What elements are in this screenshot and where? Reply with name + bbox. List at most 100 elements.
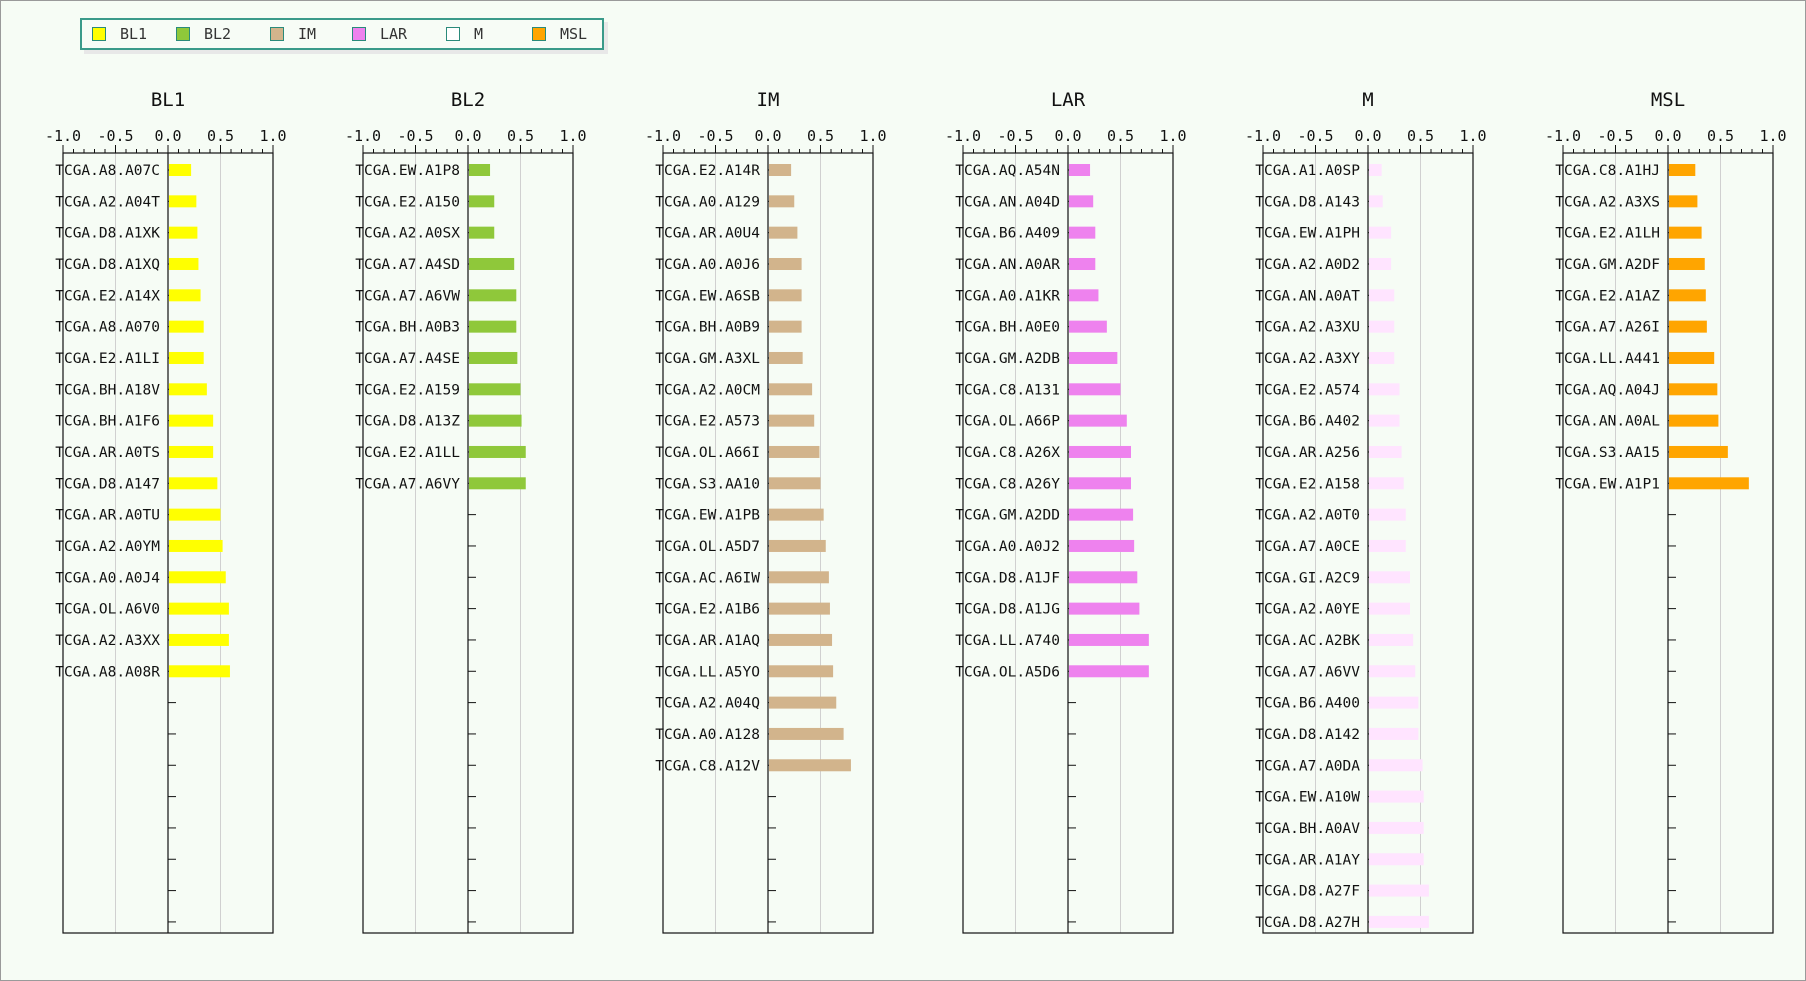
- category-label: TCGA.D8.A142: [1255, 727, 1360, 743]
- bar-tcga-e2-a1b6: [769, 602, 830, 615]
- x-tick-label: -0.5: [97, 127, 133, 145]
- x-tick-label: 0.5: [1107, 127, 1134, 145]
- category-label: TCGA.OL.A66I: [655, 445, 760, 461]
- category-label: TCGA.AN.A0AR: [955, 257, 1060, 273]
- category-label: TCGA.A8.A08R: [55, 664, 160, 680]
- category-label: TCGA.EW.A6SB: [655, 288, 760, 304]
- x-tick-label: 0.0: [1354, 127, 1381, 145]
- category-label: TCGA.LL.A5YO: [655, 664, 760, 680]
- x-tick-label: -1.0: [945, 127, 981, 145]
- category-label: TCGA.D8.A1JF: [955, 570, 1060, 586]
- category-label: TCGA.C8.A26Y: [955, 476, 1060, 492]
- bar-tcga-bh-a0b9: [769, 320, 802, 333]
- category-label: TCGA.A7.A4SD: [355, 257, 460, 273]
- bar-tcga-a1-a0sp: [1369, 164, 1382, 176]
- category-label: TCGA.A1.A0SP: [1255, 163, 1360, 179]
- bar-tcga-a8-a08r: [169, 665, 230, 678]
- x-tick-label: -1.0: [1545, 127, 1581, 145]
- category-label: TCGA.A7.A6VV: [1255, 664, 1360, 680]
- bar-tcga-ar-a0ts: [169, 445, 214, 458]
- bar-tcga-a7-a4se: [469, 351, 518, 364]
- x-tick-label: 0.5: [1707, 127, 1734, 145]
- category-label: TCGA.OL.A6V0: [55, 602, 160, 618]
- bar-tcga-a0-a0j2: [1069, 539, 1135, 552]
- legend-item-bl2: BL2: [176, 20, 231, 48]
- x-tick-label: 0.5: [507, 127, 534, 145]
- category-label: TCGA.E2.A1LH: [1555, 226, 1660, 242]
- category-label: TCGA.A2.A04T: [55, 194, 160, 210]
- bar-tcga-a7-a0ce: [1369, 539, 1406, 552]
- bar-tcga-e2-a1lh: [1669, 226, 1702, 239]
- bar-tcga-e2-a14r: [769, 164, 792, 176]
- bar-tcga-e2-a574: [1369, 383, 1400, 396]
- bar-tcga-a2-a0cm: [769, 383, 813, 396]
- legend-swatch: [92, 27, 106, 41]
- bar-tcga-a2-a04q: [769, 696, 837, 709]
- category-label: TCGA.A2.A3XY: [1255, 351, 1360, 367]
- category-label: TCGA.E2.A1B6: [655, 602, 760, 618]
- category-label: TCGA.GI.A2C9: [1255, 570, 1360, 586]
- bar-tcga-bh-a1f6: [169, 414, 214, 427]
- category-label: TCGA.AN.A0AT: [1255, 288, 1360, 304]
- bar-tcga-a2-a3xs: [1669, 195, 1698, 208]
- category-label: TCGA.AN.A0AL: [1555, 414, 1660, 430]
- bar-tcga-ew-a1p8: [469, 164, 491, 176]
- bar-tcga-d8-a1xk: [169, 226, 198, 239]
- bar-tcga-an-a0at: [1369, 289, 1395, 302]
- bar-tcga-d8-a142: [1369, 727, 1419, 740]
- bar-tcga-s3-aa15: [1669, 445, 1728, 458]
- bar-tcga-gm-a2db: [1069, 351, 1118, 364]
- category-label: TCGA.A7.A0DA: [1255, 758, 1360, 774]
- bar-tcga-e2-a1li: [169, 351, 204, 364]
- category-label: TCGA.A2.A0YE: [1255, 602, 1360, 618]
- bar-tcga-c8-a1hj: [1669, 164, 1696, 176]
- bar-tcga-ac-a2bk: [1369, 633, 1414, 646]
- category-label: TCGA.D8.A27F: [1255, 884, 1360, 900]
- x-tick-label: 1.0: [859, 127, 886, 145]
- panel-title: IM: [757, 89, 780, 111]
- category-label: TCGA.A2.A0YM: [55, 539, 160, 555]
- panel-bl2: BL2 -1.0 -0.5 0.0 0.5 1.0 TCGA.EW.A1P8 TCGA.E2.…: [345, 89, 587, 934]
- legend-swatch: [176, 27, 190, 41]
- category-label: TCGA.D8.A13Z: [355, 414, 460, 430]
- bar-tcga-a2-a3xu: [1369, 320, 1395, 333]
- category-label: TCGA.GM.A3XL: [655, 351, 760, 367]
- bar-tcga-a0-a128: [769, 727, 844, 740]
- bar-tcga-e2-a14x: [169, 289, 201, 302]
- category-label: TCGA.AQ.A04J: [1555, 382, 1660, 398]
- bar-tcga-e2-a573: [769, 414, 815, 427]
- category-label: TCGA.AC.A6IW: [655, 570, 760, 586]
- bar-tcga-ew-a1ph: [1369, 226, 1392, 239]
- legend-item-msl: MSL: [532, 20, 587, 48]
- category-label: TCGA.A8.A07C: [55, 163, 160, 179]
- category-label: TCGA.A0.A0J6: [655, 257, 760, 273]
- category-label: TCGA.BH.A1F6: [55, 414, 160, 430]
- category-label: TCGA.A7.A4SE: [355, 351, 460, 367]
- x-tick-label: 0.0: [1654, 127, 1681, 145]
- bar-tcga-ar-a256: [1369, 445, 1402, 458]
- bar-tcga-b6-a409: [1069, 226, 1096, 239]
- bar-tcga-a0-a1kr: [1069, 289, 1099, 302]
- bar-tcga-d8-a1jf: [1069, 571, 1138, 584]
- bar-tcga-c8-a26y: [1069, 477, 1131, 490]
- legend-swatch: [270, 27, 284, 41]
- bar-tcga-ll-a740: [1069, 633, 1149, 646]
- bar-tcga-ew-a1pb: [769, 508, 824, 521]
- category-label: TCGA.E2.A573: [655, 414, 760, 430]
- bar-tcga-ll-a5yo: [769, 665, 834, 678]
- category-label: TCGA.S3.AA10: [655, 476, 760, 492]
- x-tick-label: -0.5: [397, 127, 433, 145]
- legend-label: BL1: [120, 25, 148, 43]
- bar-tcga-ar-a0u4: [769, 226, 798, 239]
- panel-title: BL1: [151, 89, 185, 111]
- x-tick-label: -0.5: [997, 127, 1033, 145]
- legend-label: LAR: [380, 25, 408, 43]
- category-label: TCGA.AR.A0TS: [55, 445, 160, 461]
- bar-tcga-a8-a07c: [169, 164, 192, 176]
- bar-tcga-a2-a0ym: [169, 539, 223, 552]
- bar-tcga-a2-a3xy: [1369, 351, 1395, 364]
- x-tick-label: 0.5: [807, 127, 834, 145]
- bar-tcga-a7-a6vv: [1369, 665, 1416, 678]
- bar-tcga-b6-a402: [1369, 414, 1400, 427]
